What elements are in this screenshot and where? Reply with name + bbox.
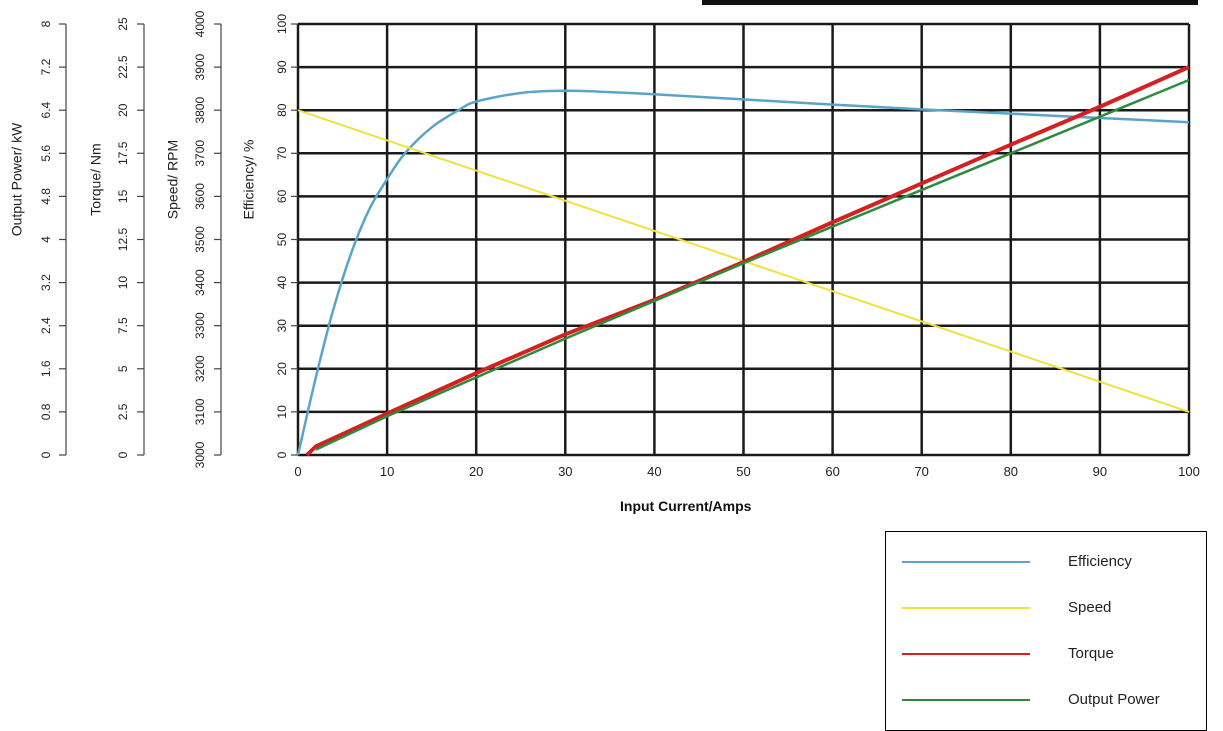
y-tick-label-torque: 22.5 [116,55,130,79]
y-tick-label-speed: 3400 [193,269,207,296]
y-tick-label-power: 2.4 [39,317,53,334]
series-line-output-power [315,78,1190,451]
x-tick-label: 20 [469,464,483,479]
y-tick-label-power: 8 [39,20,53,27]
y-tick-label-torque: 5 [116,365,130,372]
legend-swatch [902,699,1030,701]
x-tick-label: 10 [380,464,394,479]
y-tick-label-torque: 17.5 [116,141,130,165]
x-tick-label: 40 [647,464,661,479]
y-tick-label-speed: 3600 [193,183,207,210]
y-tick-label-speed: 3000 [193,441,207,468]
y-tick-label-eff: 50 [275,233,289,247]
x-tick-label: 30 [558,464,572,479]
y-tick-label-torque: 15 [116,189,130,203]
x-axis: 0 10 20 30 40 50 60 70 80 90 100 [294,464,1199,479]
y-tick-label-torque: 7.5 [116,317,130,334]
y-tick-label-eff: 40 [275,276,289,290]
x-tick-label: 100 [1178,464,1200,479]
legend-label: Torque [1068,645,1114,662]
legend-item: Torque [886,642,1206,666]
y-tick-label-speed: 3900 [193,53,207,80]
y-axes: 0 0.8 1.6 2.4 3.2 4 4.8 5.6 6.4 7.2 8 Output Power/… [9,10,298,468]
y-tick-label-speed: 3100 [193,398,207,425]
y-tick-label-power: 6.4 [39,102,53,119]
plot-grid [296,22,1191,457]
legend-item: Speed [886,596,1206,620]
y-tick-label-eff: 100 [275,14,289,34]
y-tick-label-torque: 12.5 [116,227,130,251]
legend-item: Output Power [886,688,1206,712]
y-tick-label-eff: 20 [275,362,289,376]
legend: Efficiency Speed Torque Output Power [885,531,1207,731]
legend-label: Efficiency [1068,553,1132,570]
y-tick-label-power: 7.2 [39,58,53,75]
y-tick-label-torque: 20 [116,103,130,117]
y-tick-label-eff: 60 [275,189,289,203]
legend-swatch [902,607,1030,609]
y-tick-label-power: 5.6 [39,145,53,162]
y-axis-title-torque: Torque/ Nm [88,143,104,215]
legend-swatch [902,561,1030,563]
y-tick-label-eff: 0 [275,451,289,458]
y-axis-title-eff: Efficiency/ % [241,140,257,220]
y-tick-label-power: 1.6 [39,360,53,377]
y-tick-label-speed: 3700 [193,140,207,167]
legend-label: Output Power [1068,691,1160,708]
x-tick-label: 50 [736,464,750,479]
x-tick-label: 70 [914,464,928,479]
legend-item: Efficiency [886,550,1206,574]
y-tick-label-speed: 4000 [193,10,207,37]
series-line-efficiency [296,89,1190,456]
x-tick-label: 0 [294,464,301,479]
y-tick-label-speed: 3800 [193,97,207,124]
y-tick-label-power: 0 [39,451,53,458]
x-tick-label: 90 [1093,464,1107,479]
y-tick-label-eff: 10 [275,405,289,419]
y-axis-title-power: Output Power/ kW [9,122,25,236]
y-tick-label-torque: 25 [116,17,130,31]
legend-label: Speed [1068,599,1112,616]
y-tick-label-speed: 3500 [193,226,207,253]
y-tick-label-torque: 2.5 [116,403,130,420]
top-black-bar [702,0,1198,5]
y-tick-label-speed: 3200 [193,355,207,382]
series-lines [296,65,1190,457]
y-tick-label-power: 4 [39,236,53,243]
y-tick-label-eff: 80 [275,103,289,117]
y-tick-label-power: 3.2 [39,274,53,291]
y-tick-label-power: 0.8 [39,403,53,420]
y-tick-label-speed: 3300 [193,312,207,339]
x-tick-label: 80 [1004,464,1018,479]
y-tick-label-eff: 30 [275,319,289,333]
y-tick-label-eff: 90 [275,60,289,74]
y-tick-label-torque: 0 [116,451,130,458]
y-axis-title-speed: Speed/ RPM [165,140,181,219]
y-tick-label-power: 4.8 [39,188,53,205]
x-axis-title: Input Current/Amps [620,498,752,514]
y-tick-label-torque: 10 [116,276,130,290]
chart-svg: 0 0.8 1.6 2.4 3.2 4 4.8 5.6 6.4 7.2 8 Output Power/… [9,10,1200,479]
x-tick-label: 60 [825,464,839,479]
y-tick-label-eff: 70 [275,146,289,160]
legend-swatch [902,653,1030,655]
